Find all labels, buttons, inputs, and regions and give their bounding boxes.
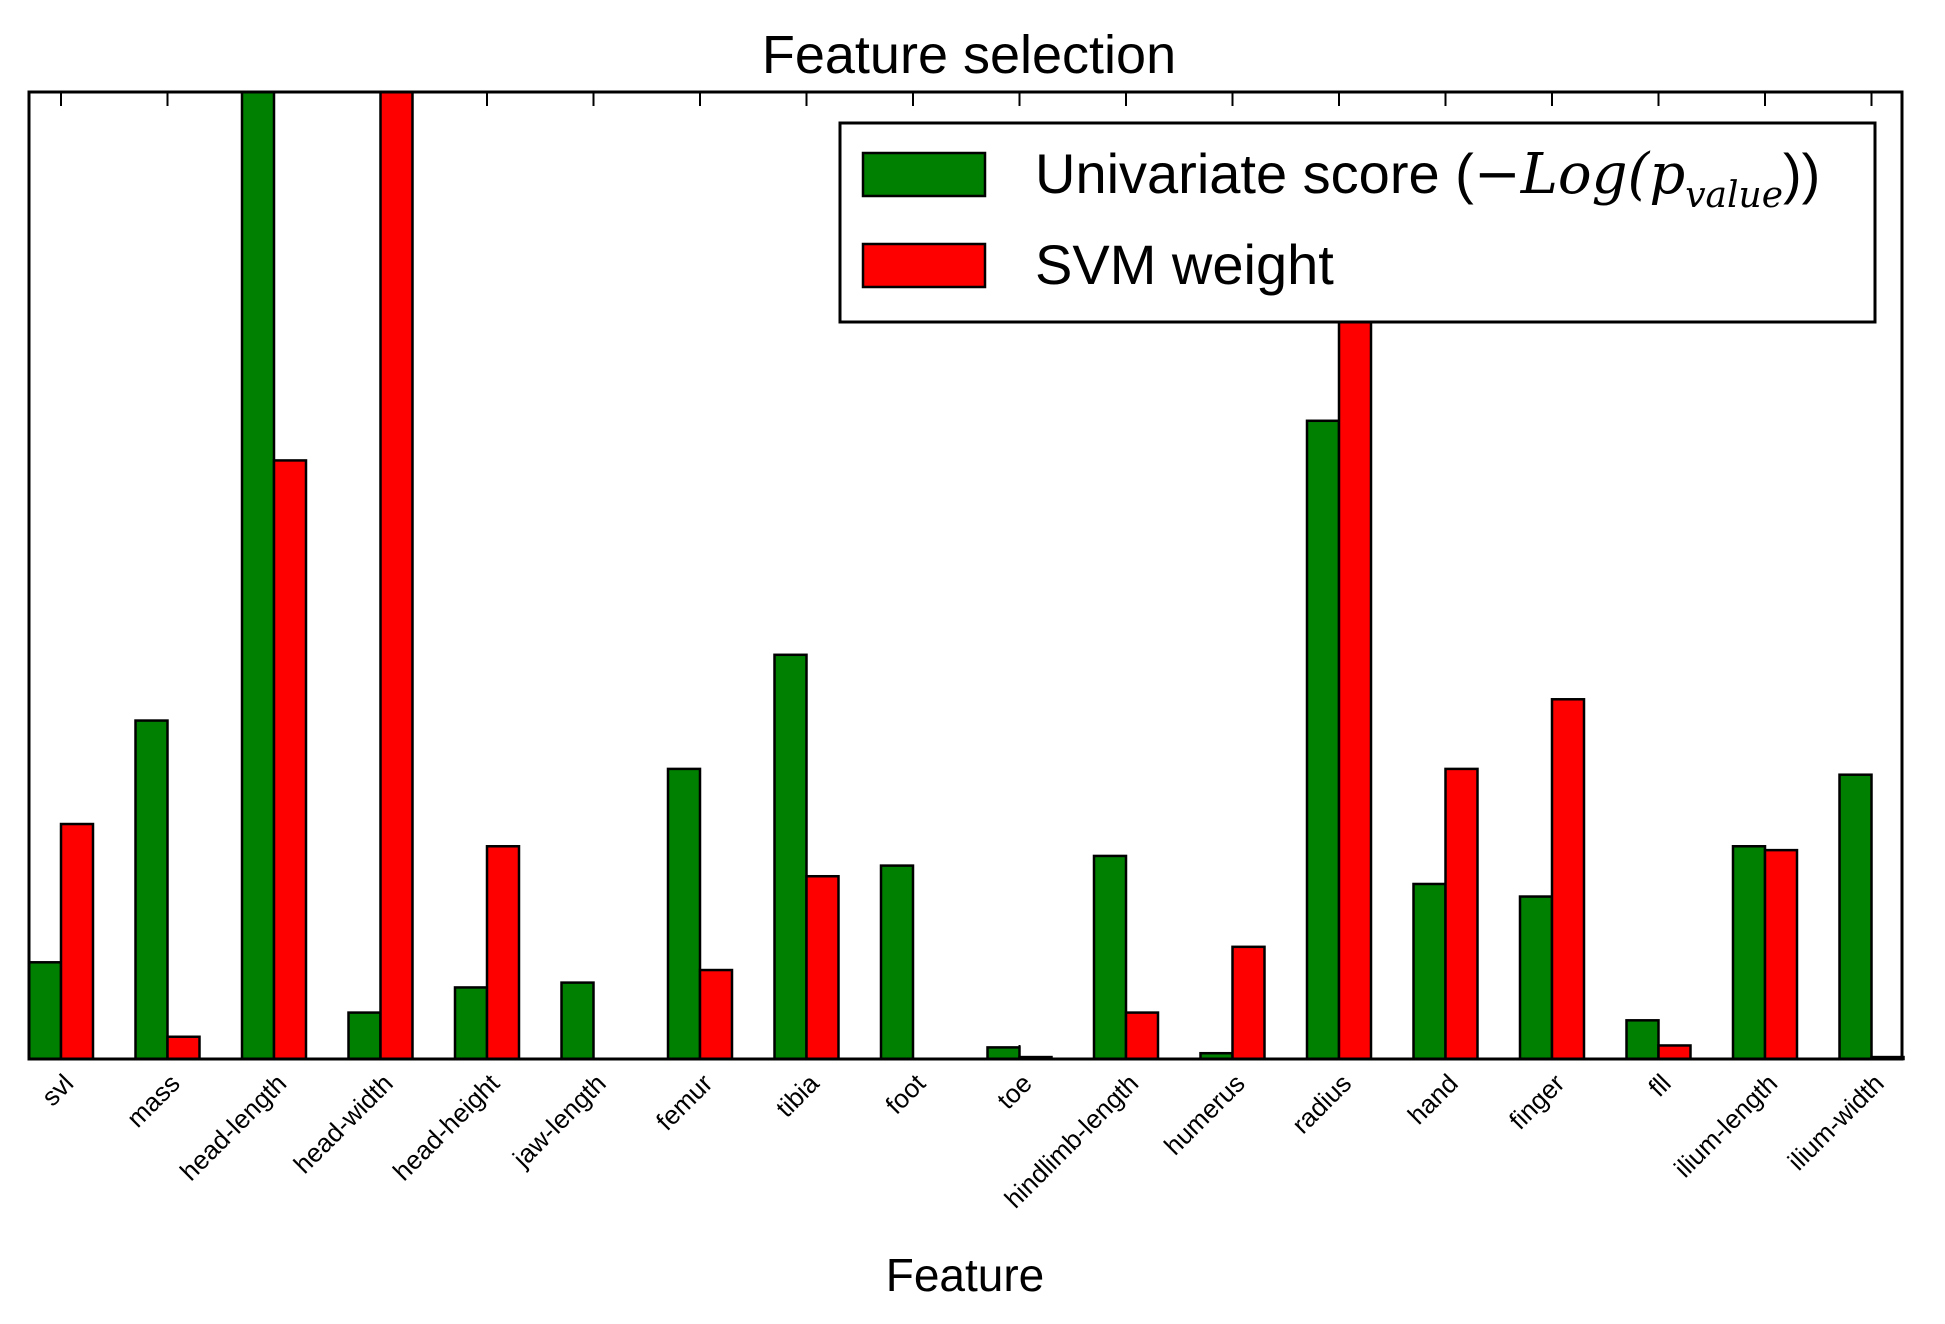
chart-title: Feature selection — [762, 25, 1176, 85]
legend: Univariate score (−Log(pvalue)) SVM weig… — [838, 121, 1877, 324]
x-tick-label: tibia — [770, 1068, 825, 1123]
bar-svm-humerus — [1231, 945, 1266, 1061]
x-tick-label: ilium-width — [1782, 1068, 1890, 1176]
bar-svm-hindlimb-length — [1124, 1011, 1160, 1061]
bar-univariate-hindlimb-length — [1092, 854, 1128, 1061]
x-tick-label: fll — [1642, 1068, 1676, 1102]
bar-univariate-hand — [1412, 882, 1447, 1061]
bar-svm-ilium-length — [1763, 848, 1799, 1061]
bar-svm-svl — [59, 822, 95, 1061]
x-axis-label: Feature — [886, 1249, 1045, 1301]
bar-univariate-head-height — [453, 986, 489, 1061]
x-tick-label: head-height — [387, 1067, 506, 1186]
bar-svm-head-height — [485, 845, 521, 1061]
bar-univariate-foot — [879, 864, 915, 1061]
bar-svm-tibia — [805, 874, 840, 1061]
bar-svm-head-length — [272, 459, 308, 1061]
bar-univariate-fll — [1625, 1019, 1660, 1061]
legend-label-univariate: Univariate score (−Log(pvalue)) — [1035, 142, 1820, 216]
legend-swatch-svm — [861, 242, 987, 289]
legend-label-svm: SVM weight — [1035, 233, 1334, 296]
x-tick-label: humerus — [1158, 1068, 1251, 1161]
x-tick-label: toe — [991, 1068, 1038, 1115]
bar-svm-mass — [166, 1035, 201, 1061]
bar-univariate-jaw-length — [560, 981, 595, 1061]
x-tick-label: finger — [1503, 1068, 1570, 1135]
bar-svm-femur — [698, 968, 734, 1061]
bar-svm-radius — [1337, 303, 1373, 1061]
bar-svm-hand — [1444, 767, 1479, 1061]
x-tick-label: radius — [1286, 1068, 1357, 1139]
x-tick-label: head-width — [288, 1068, 399, 1179]
bar-svm-finger — [1550, 698, 1586, 1061]
bar-univariate-finger — [1518, 895, 1554, 1061]
x-tick-label: foot — [879, 1067, 931, 1119]
x-tick-label: mass — [121, 1068, 186, 1133]
bar-univariate-femur — [666, 767, 702, 1061]
x-tick-label: head-length — [174, 1068, 292, 1186]
x-tick-label: svl — [36, 1068, 80, 1112]
bar-univariate-svl — [27, 961, 63, 1061]
plot-frame — [27, 90, 1904, 1061]
legend-box — [838, 121, 1877, 324]
bar-univariate-head-length — [240, 90, 276, 1061]
x-tick-label: jaw-length — [506, 1068, 612, 1174]
bar-univariate-tibia — [773, 653, 808, 1061]
bar-svm-fll — [1657, 1044, 1692, 1061]
bar-svm-head-width — [379, 90, 414, 1061]
bar-univariate-radius — [1305, 419, 1341, 1061]
bar-univariate-toe — [986, 1046, 1021, 1061]
x-tick-label: ilium-length — [1668, 1068, 1783, 1183]
x-tick-label: hand — [1402, 1068, 1464, 1130]
x-tick-label: femur — [650, 1068, 718, 1136]
bars-group — [27, 90, 1905, 1061]
bar-univariate-ilium-length — [1731, 845, 1767, 1061]
bar-univariate-head-width — [347, 1011, 382, 1061]
legend-swatch-univariate — [861, 151, 987, 198]
bar-univariate-ilium-width — [1838, 773, 1873, 1061]
bar-univariate-mass — [134, 719, 169, 1061]
